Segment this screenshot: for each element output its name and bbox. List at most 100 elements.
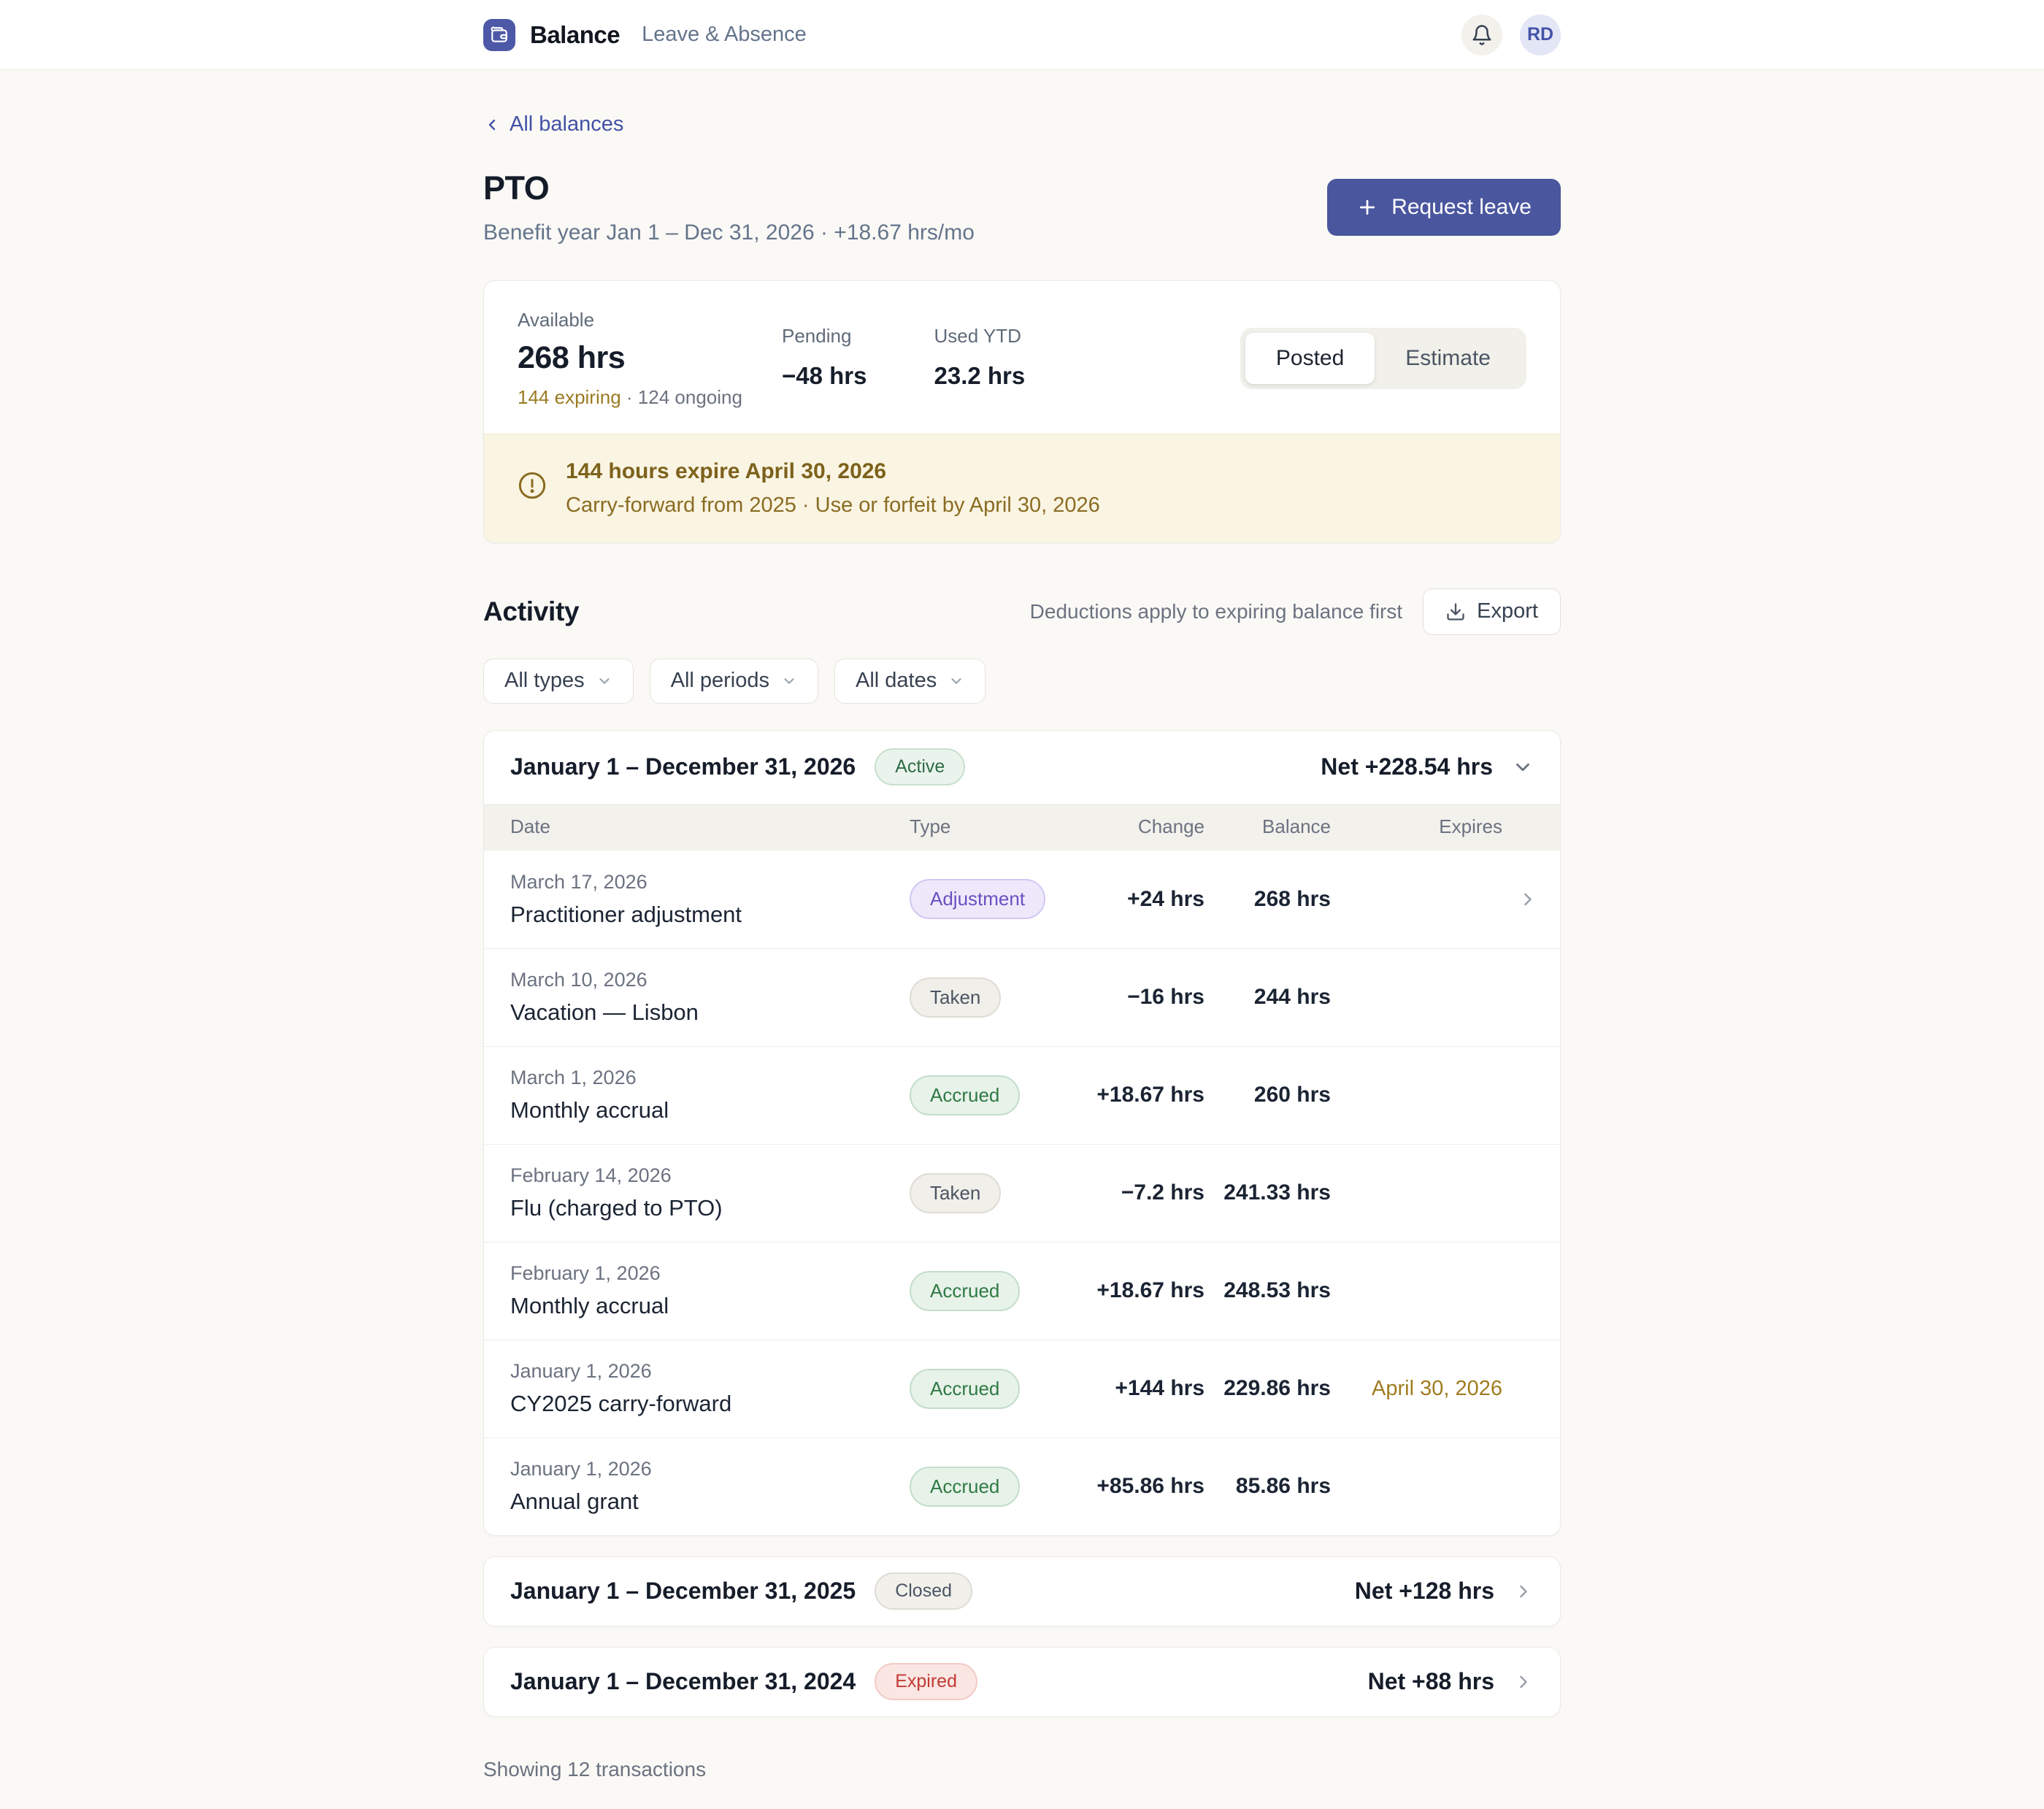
table-row: February 14, 2026 Flu (charged to PTO) T… (484, 1143, 1560, 1242)
row-title: Monthly accrual (510, 1097, 669, 1123)
col-date: Date (510, 815, 550, 837)
row-date: January 1, 2026 (510, 1458, 652, 1480)
used-ytd-label: Used YTD (934, 324, 1021, 347)
request-leave-button[interactable]: Request leave (1327, 178, 1561, 236)
notifications-button[interactable] (1461, 14, 1502, 55)
ongoing-amount: 124 ongoing (637, 385, 742, 408)
row-change: +24 hrs (1127, 886, 1204, 911)
available-label: Available (518, 308, 595, 331)
type-badge: Taken (910, 1172, 1002, 1213)
transactions-count: Showing 12 transactions (483, 1757, 707, 1781)
period-net-total: Net +228.54 hrs (1321, 753, 1493, 780)
period-card-2024[interactable]: January 1 – December 31, 2024 Expired Ne… (483, 1646, 1561, 1717)
alert-circle-icon (518, 459, 547, 518)
row-balance: 244 hrs (1253, 985, 1331, 1009)
row-balance: 248.53 hrs (1223, 1278, 1331, 1302)
type-badge: Accrued (910, 1368, 1021, 1409)
row-title: Practitioner adjustment (510, 901, 742, 927)
period-header-2026[interactable]: January 1 – December 31, 2026 Active Net… (484, 731, 1560, 804)
row-date: March 17, 2026 (510, 870, 648, 893)
row-date: March 1, 2026 (510, 1067, 637, 1088)
period-range: January 1 – December 31, 2024 (510, 1668, 856, 1694)
banner-title: 144 hours expire April 30, 2026 (566, 458, 887, 483)
type-badge: Accrued (910, 1270, 1021, 1311)
row-balance: 85.86 hrs (1235, 1474, 1331, 1498)
row-date: January 1, 2026 (510, 1360, 652, 1382)
filter-periods[interactable]: All periods (649, 658, 819, 704)
used-ytd-value: 23.2 hrs (934, 361, 1026, 389)
breadcrumb-all-balances[interactable]: All balances (483, 112, 623, 137)
available-value: 268 hrs (518, 339, 626, 375)
table-row: January 1, 2026 CY2025 carry-forward Acc… (484, 1339, 1560, 1437)
pending-kpi: Pending −48 hrs (782, 309, 867, 390)
expiry-warning-banner: 144 hours expire April 30, 2026 Carry-fo… (484, 433, 1560, 542)
activity-heading: Activity (483, 596, 580, 626)
period-card-2026: January 1 – December 31, 2026 Active Net… (483, 729, 1561, 1536)
row-change: +85.86 hrs (1096, 1474, 1204, 1498)
export-label: Export (1477, 599, 1538, 623)
row-title: CY2025 carry-forward (510, 1391, 732, 1416)
row-change: +18.67 hrs (1096, 1083, 1204, 1107)
row-date: February 1, 2026 (510, 1262, 661, 1284)
filter-dates[interactable]: All dates (834, 658, 986, 704)
filter-types-label: All types (504, 669, 585, 692)
chevron-right-icon[interactable] (1502, 889, 1538, 910)
type-badge: Accrued (910, 1075, 1021, 1115)
breadcrumb-label: All balances (510, 112, 624, 136)
table-row: January 1, 2026 Annual grant Accrued +85… (484, 1437, 1560, 1535)
breakdown-separator: · (626, 385, 633, 408)
table-row[interactable]: March 17, 2026 Practitioner adjustment A… (484, 850, 1560, 948)
expiring-amount: 144 expiring (518, 385, 621, 408)
row-change: −16 hrs (1127, 985, 1204, 1009)
page-title: PTO (483, 169, 550, 207)
chevron-right-icon[interactable] (1513, 1672, 1534, 1692)
chevron-down-icon (781, 673, 797, 689)
period-range: January 1 – December 31, 2026 (510, 753, 856, 780)
download-icon (1445, 602, 1466, 622)
page-subtitle: Benefit year Jan 1 – Dec 31, 2026 · +18.… (483, 220, 975, 245)
export-button[interactable]: Export (1423, 588, 1561, 635)
avatar[interactable]: RD (1520, 14, 1561, 55)
pending-label: Pending (782, 324, 852, 347)
toggle-posted[interactable]: Posted (1245, 333, 1375, 384)
plus-icon (1356, 196, 1378, 218)
filter-types[interactable]: All types (483, 658, 634, 704)
row-balance: 241.33 hrs (1223, 1180, 1331, 1205)
filter-dates-label: All dates (856, 669, 937, 692)
period-range: January 1 – December 31, 2025 (510, 1578, 856, 1604)
chevron-down-icon (596, 673, 612, 689)
app-header: Balance Leave & Absence RD (0, 0, 2044, 70)
row-change: +144 hrs (1115, 1376, 1204, 1400)
row-title: Vacation — Lisbon (510, 999, 699, 1025)
table-header: Date Type Change Balance Expires (484, 803, 1560, 850)
balance-summary-card: Available 268 hrs 144 expiring · 124 ong… (483, 280, 1561, 543)
brand-name: Balance (530, 20, 620, 48)
col-balance: Balance (1262, 815, 1331, 837)
banner-subtitle: Carry-forward from 2025 · Use or forfeit… (566, 493, 1100, 517)
chevron-down-icon[interactable] (1512, 756, 1534, 778)
available-breakdown: 144 expiring · 124 ongoing (518, 386, 782, 409)
row-expires: April 30, 2026 (1372, 1376, 1502, 1400)
row-title: Flu (charged to PTO) (510, 1195, 723, 1221)
product-name: Leave & Absence (642, 23, 807, 46)
status-badge-closed: Closed (875, 1572, 973, 1610)
period-net-total: Net +88 hrs (1367, 1668, 1494, 1694)
toggle-estimate[interactable]: Estimate (1405, 346, 1491, 370)
col-expires: Expires (1439, 815, 1502, 837)
pending-value: −48 hrs (782, 361, 867, 389)
activity-note: Deductions apply to expiring balance fir… (1029, 599, 1403, 623)
used-ytd-kpi: Used YTD 23.2 hrs (934, 309, 1026, 390)
type-badge: Accrued (910, 1466, 1021, 1507)
request-leave-label: Request leave (1391, 194, 1532, 219)
wallet-icon (490, 26, 509, 45)
type-badge: Adjustment (910, 879, 1046, 919)
chevron-down-icon (948, 673, 964, 689)
row-balance: 260 hrs (1253, 1083, 1331, 1107)
period-net-total: Net +128 hrs (1354, 1578, 1494, 1604)
app-logo (483, 18, 515, 51)
chevron-right-icon[interactable] (1513, 1581, 1534, 1602)
table-row: March 10, 2026 Vacation — Lisbon Taken −… (484, 948, 1560, 1046)
period-card-2025[interactable]: January 1 – December 31, 2025 Closed Net… (483, 1556, 1561, 1626)
chevron-left-icon (483, 116, 501, 134)
posted-estimate-toggle: Posted Estimate (1240, 328, 1526, 389)
